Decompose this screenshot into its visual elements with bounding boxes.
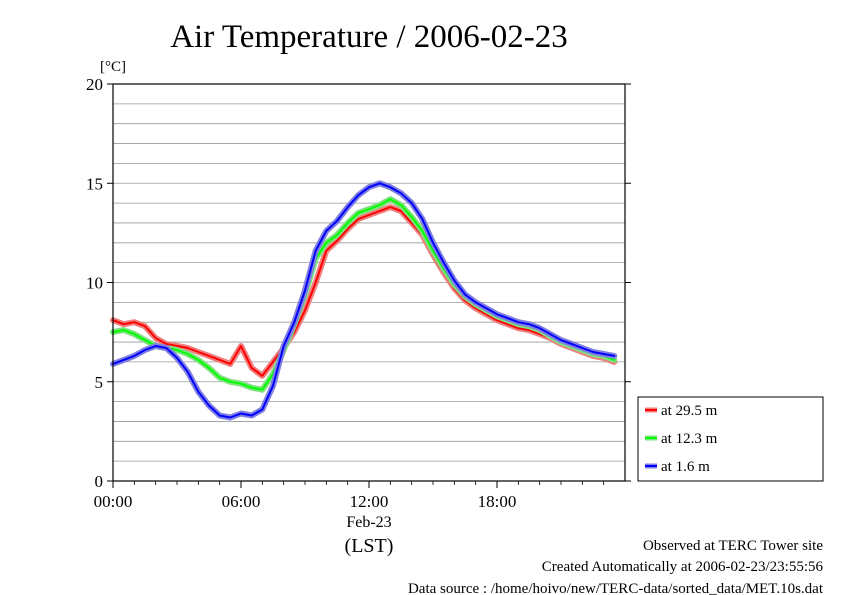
series-line bbox=[112, 198, 616, 391]
x-axis-title: (LST) bbox=[345, 535, 394, 557]
x-tick-label: 00:00 bbox=[94, 492, 133, 511]
y-tick-label: 20 bbox=[86, 75, 103, 94]
series-line-halo bbox=[110, 196, 618, 393]
gridlines bbox=[113, 103, 625, 462]
legend-box bbox=[637, 396, 824, 482]
series-line bbox=[112, 206, 616, 377]
y-tick-label: 15 bbox=[86, 174, 103, 193]
series-line bbox=[112, 182, 616, 419]
y-tick-label: 5 bbox=[95, 373, 104, 392]
annotation-created: Created Automatically at 2006-02-23/23:5… bbox=[542, 559, 824, 575]
y-tick-label: 10 bbox=[86, 274, 103, 293]
legend-label: at 29.5 m bbox=[661, 403, 718, 419]
y-axis-unit: [°C] bbox=[100, 59, 126, 75]
legend: at 29.5 m at 12.3 m at 1.6 m bbox=[637, 396, 824, 482]
series-lines bbox=[110, 180, 618, 421]
x-axis-date-label: Feb-23 bbox=[346, 514, 391, 531]
x-tick-label: 12:00 bbox=[350, 492, 389, 511]
chart-title: Air Temperature / 2006-02-23 bbox=[170, 19, 568, 55]
annotation-data-source: Data source : /home/hoivo/new/TERC-data/… bbox=[408, 581, 824, 595]
series-line-halo bbox=[110, 204, 618, 379]
x-tick-label: 18:00 bbox=[478, 492, 517, 511]
y-tick-label: 0 bbox=[95, 472, 104, 491]
x-tick-label: 06:00 bbox=[222, 492, 261, 511]
legend-label: at 1.6 m bbox=[661, 459, 710, 475]
legend-label: at 12.3 m bbox=[661, 431, 718, 447]
annotation-observed: Observed at TERC Tower site bbox=[643, 538, 823, 554]
axis-ticks: 0 5 10 15 20 00:00 06:00 12:00 18:00 bbox=[86, 75, 631, 511]
